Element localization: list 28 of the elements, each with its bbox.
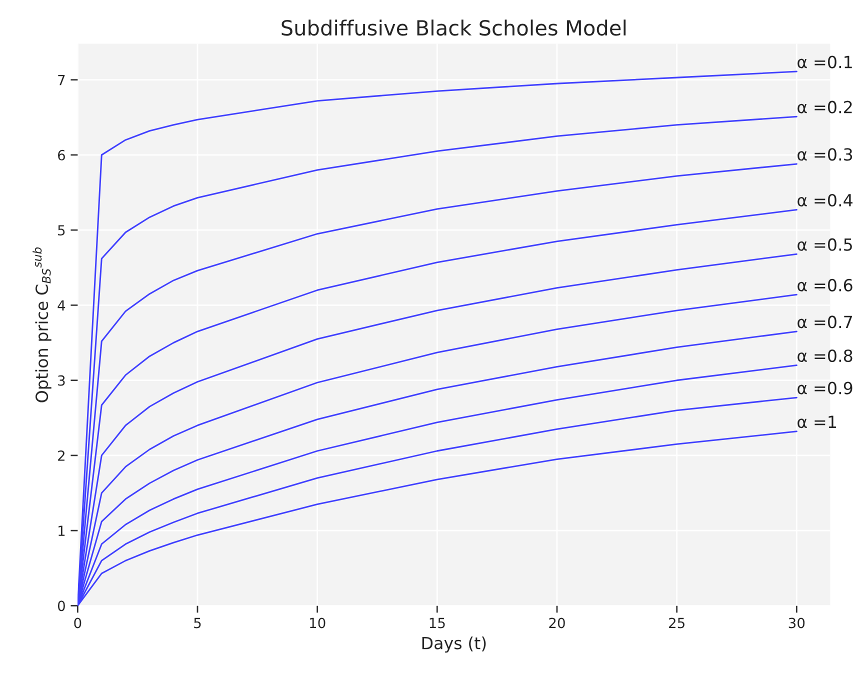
series-label: α =0.9 (798, 382, 852, 394)
x-tick-label: 30 (788, 618, 805, 628)
x-tick-label: 5 (194, 618, 201, 628)
series-label: α =0.2 (798, 100, 852, 114)
y-axis-title: Option price C$_{BS}$$^{sub}$ (32, 247, 52, 402)
series-label: α =0.6 (798, 278, 852, 292)
x-tick-label: 15 (430, 618, 445, 628)
y-tick-label: 1 (58, 526, 65, 536)
y-tick-label: 7 (58, 74, 65, 86)
series-label: α =0.5 (798, 238, 852, 251)
y-tick-label: 2 (58, 450, 64, 461)
series-label: α =0.8 (798, 349, 852, 362)
x-tick-label: 0 (74, 618, 82, 628)
y-tick-label: 6 (58, 150, 65, 160)
x-tick-label: 20 (549, 618, 565, 628)
series-label: α =0.3 (798, 148, 852, 161)
series-label: α =0.1 (798, 56, 852, 68)
y-tick-label: 0 (58, 600, 65, 612)
series-label: α =0.4 (798, 194, 852, 207)
chart-title: Subdiffusive Black Scholes Model (282, 20, 626, 36)
series-label: α =1 (798, 416, 836, 428)
x-tick-label: 10 (310, 618, 326, 628)
y-tick-label: 5 (58, 225, 65, 236)
x-axis-title: Days (t) (422, 636, 486, 653)
x-tick-label: 25 (669, 618, 684, 628)
y-tick-label: 3 (58, 375, 65, 386)
y-tick-label: 4 (58, 300, 66, 310)
series-label: α =0.7 (798, 316, 852, 328)
